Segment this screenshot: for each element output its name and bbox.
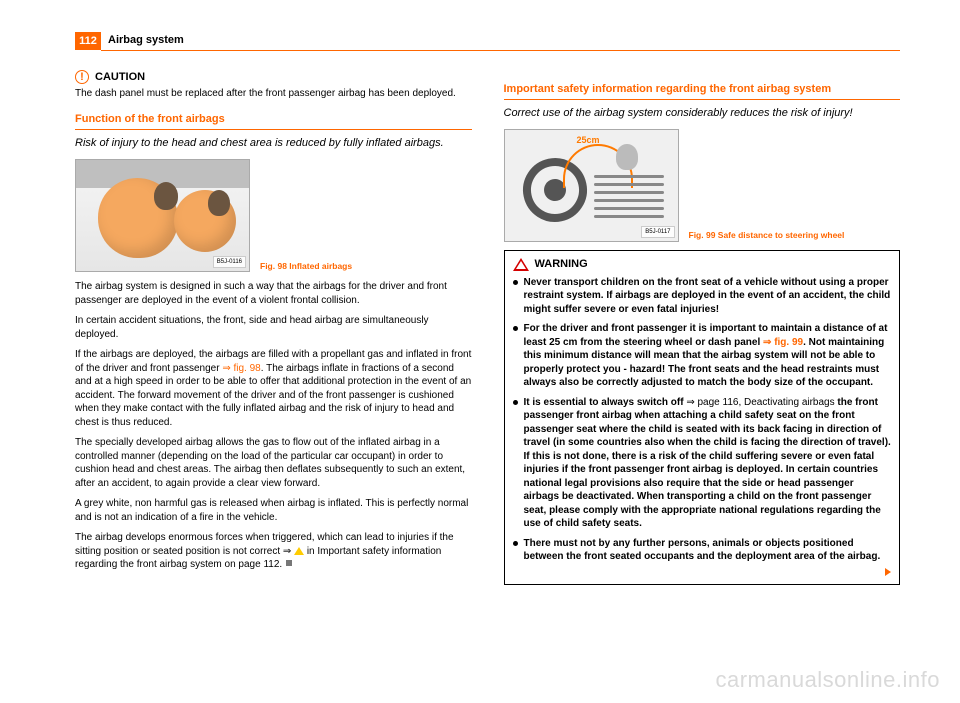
continue-indicator-icon — [885, 568, 891, 576]
warning-icon — [513, 258, 529, 271]
content-columns: ! CAUTION The dash panel must be replace… — [75, 70, 900, 673]
warning-bullet-3: It is essential to always switch off ⇒ p… — [513, 396, 892, 531]
bullet-icon — [513, 280, 518, 285]
section-heading-safety: Important safety information regarding t… — [504, 82, 901, 100]
warning-heading: WARNING — [513, 257, 892, 272]
warning-box: WARNING Never transport children on the … — [504, 250, 901, 585]
para-3: If the airbags are deployed, the airbags… — [75, 348, 472, 429]
right-column: Important safety information regarding t… — [504, 70, 901, 673]
bullet-icon — [513, 541, 518, 546]
fig-99-ref: ⇒ fig. 99 — [763, 337, 803, 348]
caution-label: CAUTION — [95, 70, 145, 85]
warning-bullet-1: Never transport children on the front se… — [513, 276, 892, 317]
figure-98-code: B5J-0116 — [213, 256, 246, 268]
page-116-ref: ⇒ page 116, Deactivating airbags — [686, 397, 834, 408]
warning-bullet-2: For the driver and front passenger it is… — [513, 322, 892, 390]
para-4: The specially developed airbag allows th… — [75, 436, 472, 490]
section-end-marker — [286, 560, 292, 566]
warning-b1-text: Never transport children on the front se… — [524, 277, 891, 315]
warning-b4-text: There must not by any further persons, a… — [524, 538, 881, 563]
section-lede: Risk of injury to the head and chest are… — [75, 136, 472, 151]
figure-99-image: 25cm B5J-0117 — [504, 129, 679, 242]
watermark: carmanualsonline.info — [715, 667, 940, 693]
para-1: The airbag system is designed in such a … — [75, 280, 472, 307]
para-6: The airbag develops enormous forces when… — [75, 531, 472, 572]
header-section-title: Airbag system — [108, 34, 184, 46]
figure-99: 25cm B5J-0117 Fig. 99 Safe distance to s… — [504, 129, 901, 242]
header-divider — [101, 50, 900, 51]
safety-lede: Correct use of the airbag system conside… — [504, 106, 901, 121]
bullet-icon — [513, 326, 518, 331]
para-5: A grey white, non harmful gas is release… — [75, 497, 472, 524]
warning-b3b: the front passenger front airbag when at… — [524, 397, 891, 530]
figure-98-caption: Fig. 98 Inflated airbags — [260, 261, 352, 272]
figure-99-caption: Fig. 99 Safe distance to steering wheel — [689, 230, 845, 241]
bullet-icon — [513, 400, 518, 405]
section-heading-function: Function of the front airbags — [75, 112, 472, 130]
page-number: 112 — [75, 32, 101, 50]
warning-ref-icon — [294, 547, 304, 555]
manual-page: 112 Airbag system ! CAUTION The dash pan… — [0, 0, 960, 703]
caution-text: The dash panel must be replaced after th… — [75, 87, 472, 101]
figure-98: B5J-0116 Fig. 98 Inflated airbags — [75, 159, 472, 272]
left-column: ! CAUTION The dash panel must be replace… — [75, 70, 472, 673]
figure-99-code: B5J-0117 — [641, 226, 674, 238]
warning-b3a: It is essential to always switch off — [524, 397, 687, 408]
fig-98-ref: ⇒ fig. 98 — [222, 363, 260, 374]
warning-bullet-4: There must not by any further persons, a… — [513, 537, 892, 564]
warning-label: WARNING — [535, 257, 588, 272]
para-2: In certain accident situations, the fron… — [75, 314, 472, 341]
figure-98-image: B5J-0116 — [75, 159, 250, 272]
caution-heading: ! CAUTION — [75, 70, 472, 85]
caution-icon: ! — [75, 70, 89, 84]
